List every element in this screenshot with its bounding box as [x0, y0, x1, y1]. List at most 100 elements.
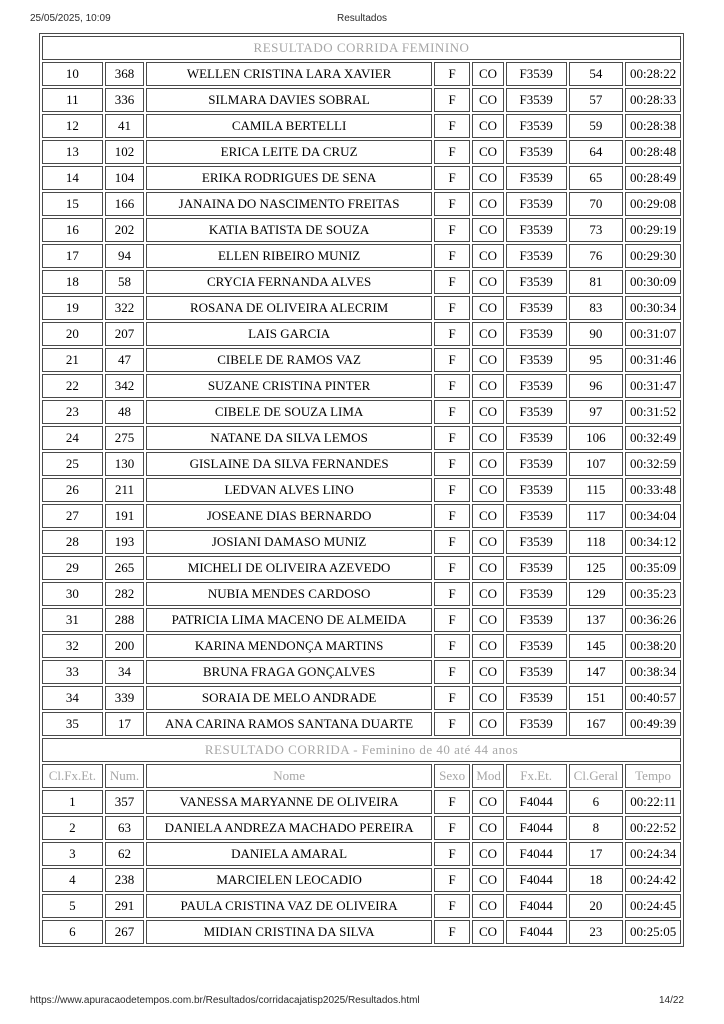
- cell-tempo: 00:30:34: [625, 296, 681, 320]
- cell-num: 211: [104, 478, 145, 502]
- cell-sexo: F: [433, 634, 471, 658]
- cell-tempo: 00:35:23: [625, 582, 681, 606]
- cell-tempo: 00:34:04: [625, 504, 681, 528]
- table-row: 25 130 GISLAINE DA SILVA FERNANDES F CO F3539…: [42, 452, 681, 476]
- cell-cl-geral: 23: [568, 920, 624, 944]
- cell-nome: SILMARA DAVIES SOBRAL: [146, 88, 432, 112]
- cell-fx-et: F3539: [505, 530, 567, 554]
- cell-mod: CO: [472, 348, 504, 372]
- cell-num: 207: [104, 322, 145, 346]
- cell-sexo: F: [433, 452, 471, 476]
- cell-num: 63: [104, 816, 145, 840]
- cell-mod: CO: [472, 478, 504, 502]
- cell-cl-geral: 118: [568, 530, 624, 554]
- cell-num: 368: [104, 62, 145, 86]
- cell-num: 104: [104, 166, 145, 190]
- cell-mod: CO: [472, 712, 504, 736]
- cell-tempo: 00:31:46: [625, 348, 681, 372]
- column-header-num: Num.: [104, 764, 145, 788]
- cell-fx-et: F3539: [505, 140, 567, 164]
- cell-num: 339: [104, 686, 145, 710]
- cell-fx-et: F3539: [505, 218, 567, 242]
- cell-cl-geral: 107: [568, 452, 624, 476]
- cell-mod: CO: [472, 608, 504, 632]
- cell-sexo: F: [433, 140, 471, 164]
- cell-cl-fx-et: 3: [42, 842, 103, 866]
- cell-sexo: F: [433, 270, 471, 294]
- cell-mod: CO: [472, 296, 504, 320]
- cell-fx-et: F3539: [505, 686, 567, 710]
- cell-num: 265: [104, 556, 145, 580]
- cell-nome: WELLEN CRISTINA LARA XAVIER: [146, 62, 432, 86]
- cell-nome: NUBIA MENDES CARDOSO: [146, 582, 432, 606]
- cell-num: 193: [104, 530, 145, 554]
- cell-mod: CO: [472, 114, 504, 138]
- cell-cl-geral: 151: [568, 686, 624, 710]
- cell-cl-fx-et: 17: [42, 244, 103, 268]
- cell-cl-fx-et: 29: [42, 556, 103, 580]
- cell-mod: CO: [472, 166, 504, 190]
- cell-cl-fx-et: 5: [42, 894, 103, 918]
- table-row: 33 34 BRUNA FRAGA GONÇALVES F CO F3539 147 00:3…: [42, 660, 681, 684]
- cell-cl-geral: 129: [568, 582, 624, 606]
- table-row: 27 191 JOSEANE DIAS BERNARDO F CO F3539 117 00:…: [42, 504, 681, 528]
- table-row: 6 267 MIDIAN CRISTINA DA SILVA F CO F4044 23 00…: [42, 920, 681, 944]
- cell-nome: MARCIELEN LEOCADIO: [146, 868, 432, 892]
- cell-nome: CIBELE DE RAMOS VAZ: [146, 348, 432, 372]
- cell-sexo: F: [433, 660, 471, 684]
- cell-tempo: 00:34:12: [625, 530, 681, 554]
- cell-cl-fx-et: 34: [42, 686, 103, 710]
- cell-mod: CO: [472, 790, 504, 814]
- cell-mod: CO: [472, 660, 504, 684]
- cell-tempo: 00:38:20: [625, 634, 681, 658]
- cell-fx-et: F4044: [505, 920, 567, 944]
- cell-sexo: F: [433, 868, 471, 892]
- table-row: 1 357 VANESSA MARYANNE DE OLIVEIRA F CO F4044…: [42, 790, 681, 814]
- table-row: 19 322 ROSANA DE OLIVEIRA ALECRIM F CO F3539 8…: [42, 296, 681, 320]
- cell-nome: SORAIA DE MELO ANDRADE: [146, 686, 432, 710]
- cell-cl-fx-et: 2: [42, 816, 103, 840]
- cell-nome: ELLEN RIBEIRO MUNIZ: [146, 244, 432, 268]
- cell-cl-fx-et: 11: [42, 88, 103, 112]
- cell-cl-geral: 65: [568, 166, 624, 190]
- cell-nome: JOSEANE DIAS BERNARDO: [146, 504, 432, 528]
- results-table: RESULTADO CORRIDA FEMININO 10 368 WELLEN CR…: [39, 33, 684, 947]
- cell-mod: CO: [472, 530, 504, 554]
- cell-tempo: 00:38:34: [625, 660, 681, 684]
- cell-nome: PAULA CRISTINA VAZ DE OLIVEIRA: [146, 894, 432, 918]
- cell-tempo: 00:31:07: [625, 322, 681, 346]
- cell-mod: CO: [472, 62, 504, 86]
- cell-num: 238: [104, 868, 145, 892]
- section-title: RESULTADO CORRIDA - Feminino de 40 até 4…: [42, 738, 681, 762]
- cell-nome: KARINA MENDONÇA MARTINS: [146, 634, 432, 658]
- cell-sexo: F: [433, 348, 471, 372]
- cell-mod: CO: [472, 244, 504, 268]
- cell-num: 34: [104, 660, 145, 684]
- cell-mod: CO: [472, 400, 504, 424]
- table-row: 22 342 SUZANE CRISTINA PINTER F CO F3539 96 00:…: [42, 374, 681, 398]
- table-row: 14 104 ERIKA RODRIGUES DE SENA F CO F3539 65 00…: [42, 166, 681, 190]
- cell-fx-et: F3539: [505, 712, 567, 736]
- cell-cl-geral: 115: [568, 478, 624, 502]
- cell-sexo: F: [433, 62, 471, 86]
- cell-num: 17: [104, 712, 145, 736]
- cell-cl-geral: 125: [568, 556, 624, 580]
- cell-fx-et: F3539: [505, 322, 567, 346]
- footer-page-number: 14/22: [658, 995, 684, 1006]
- table-row: 15 166 JANAINA DO NASCIMENTO FREITAS F CO F35…: [42, 192, 681, 216]
- cell-num: 357: [104, 790, 145, 814]
- cell-cl-fx-et: 10: [42, 62, 103, 86]
- cell-fx-et: F3539: [505, 634, 567, 658]
- cell-cl-fx-et: 26: [42, 478, 103, 502]
- cell-cl-geral: 76: [568, 244, 624, 268]
- cell-tempo: 00:32:49: [625, 426, 681, 450]
- cell-tempo: 00:28:22: [625, 62, 681, 86]
- table-row: 23 48 CIBELE DE SOUZA LIMA F CO F3539 97 00:31:…: [42, 400, 681, 424]
- cell-sexo: F: [433, 582, 471, 606]
- cell-tempo: 00:33:48: [625, 478, 681, 502]
- cell-fx-et: F3539: [505, 556, 567, 580]
- cell-num: 267: [104, 920, 145, 944]
- cell-nome: LAIS GARCIA: [146, 322, 432, 346]
- cell-sexo: F: [433, 608, 471, 632]
- cell-fx-et: F4044: [505, 868, 567, 892]
